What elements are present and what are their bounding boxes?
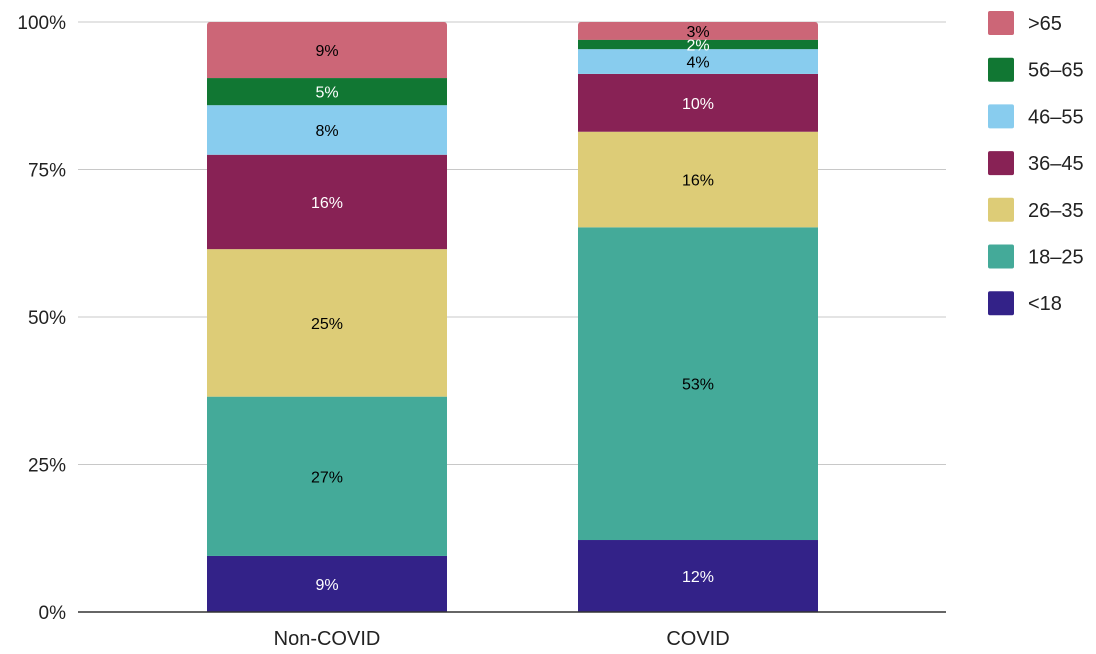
bar-segment: [207, 26, 447, 79]
legend-item: >65: [988, 11, 1062, 35]
y-tick-label: 50%: [28, 308, 66, 329]
legend-item: 26–35: [988, 197, 1084, 222]
legend-swatch: [988, 197, 1014, 222]
data-label: 2%: [686, 37, 709, 54]
y-tick-label: 75%: [28, 161, 66, 182]
data-label: 4%: [686, 55, 709, 72]
data-label: 16%: [311, 195, 343, 212]
legend-item: 46–55: [988, 104, 1084, 129]
legend-label: 46–55: [1028, 106, 1084, 128]
data-label: 9%: [315, 43, 338, 60]
bar-segment: [578, 227, 818, 541]
data-label: 12%: [682, 569, 714, 586]
bar-segment: [207, 154, 447, 250]
legend-label: 26–35: [1028, 200, 1084, 222]
y-tick-label: 0%: [39, 603, 67, 624]
bar-segment: [578, 49, 818, 74]
data-label: 5%: [315, 85, 338, 102]
y-tick-label: 25%: [28, 456, 66, 477]
data-labels: 9% 27% 25% 16% 8% 5% 9% 12% 53% 16% 10% 4%2%3%: [311, 24, 714, 594]
legend-swatch: [988, 291, 1014, 316]
bar-segment: [207, 555, 447, 612]
legend-item: 36–45: [988, 151, 1084, 176]
bars: [207, 22, 818, 612]
legend-label: 36–45: [1028, 153, 1084, 175]
bar-segment: [207, 249, 447, 397]
legend-swatch: [988, 151, 1014, 176]
legend-label: 56–65: [1028, 60, 1084, 82]
data-label: 8%: [315, 123, 338, 140]
legend-item: 56–65: [988, 57, 1084, 82]
legend-swatch: [988, 57, 1014, 82]
data-label: 16%: [682, 173, 714, 190]
x-tick-label: COVID: [666, 628, 729, 649]
legend-swatch: [988, 244, 1014, 269]
data-label: 53%: [682, 377, 714, 394]
legend-item: <18: [988, 291, 1062, 316]
legend-label: >65: [1028, 13, 1062, 35]
legend: >65 56–65 46–55 36–45 26–35 18–25 <18: [988, 11, 1084, 316]
bar-segment: [578, 131, 818, 228]
y-tick-label: 100%: [17, 13, 66, 34]
axes: 0% 25% 50% 75% 100% Non-COVID COVID: [17, 13, 946, 650]
data-label: 10%: [682, 96, 714, 113]
legend-item: 18–25: [988, 244, 1084, 269]
bar-segment: [207, 78, 447, 106]
legend-label: 18–25: [1028, 247, 1084, 269]
data-label: 9%: [315, 577, 338, 594]
bar-segment: [207, 105, 447, 155]
bar-segment: [578, 39, 818, 50]
data-label: 27%: [311, 469, 343, 486]
data-label: 3%: [686, 24, 709, 41]
bar-segment: [578, 73, 818, 132]
data-label: 25%: [311, 316, 343, 333]
bar-segment: [207, 396, 447, 556]
legend-swatch: [988, 104, 1014, 129]
legend-label: <18: [1028, 293, 1062, 315]
bar-segment: [578, 26, 818, 40]
x-tick-label: Non-COVID: [274, 628, 381, 649]
bar-segment: [578, 540, 818, 612]
legend-swatch: [988, 11, 1014, 35]
